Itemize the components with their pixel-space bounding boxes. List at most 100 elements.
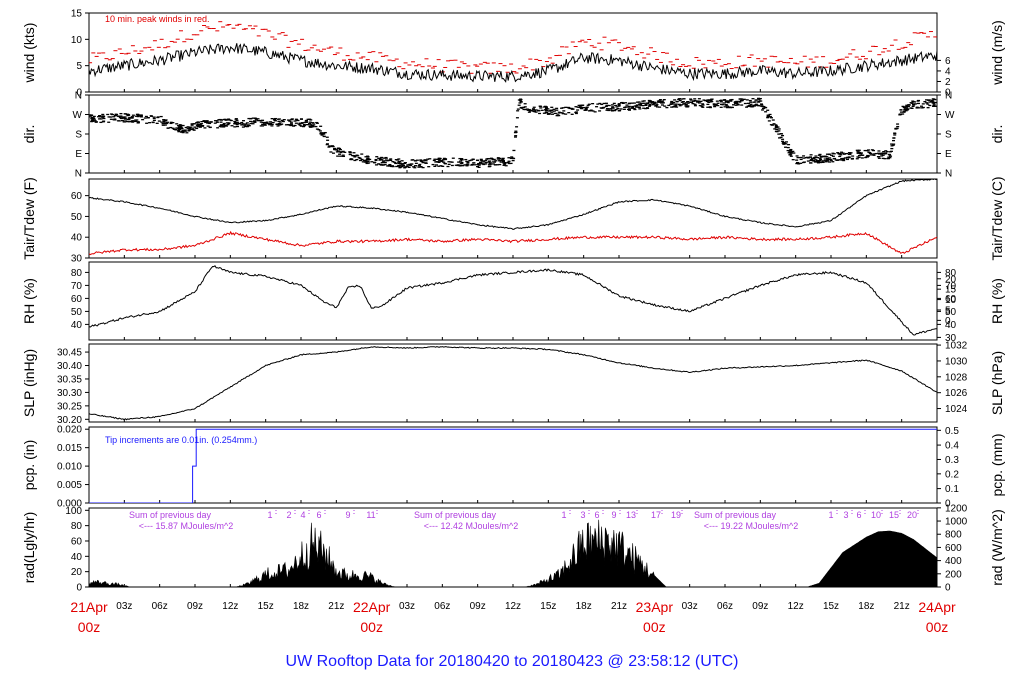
temp-right-tick-label: 0 <box>945 316 951 327</box>
wind-left-tick-label: 10 <box>71 35 83 46</box>
dir-left-tick-label: N <box>75 91 82 102</box>
dir-right-tick-label: N <box>945 91 952 102</box>
temp-right-tick-label: 5 <box>945 305 951 316</box>
temp-right-tick-label: 10 <box>945 295 957 306</box>
x-tick-label: 21z <box>611 601 627 612</box>
x-tick-label: 21z <box>328 601 344 612</box>
rad-note-header: Sum of previous day <box>694 510 777 520</box>
sun-hour-label: 10 <box>871 510 881 520</box>
rad-note-value: <--- 19.22 MJoules/m^2 <box>704 521 799 531</box>
temp-left-tick-label: 60 <box>71 191 83 202</box>
rad-right-tick-label: 200 <box>945 569 962 580</box>
x-tick-label: 18z <box>576 601 592 612</box>
rad-note-header: Sum of previous day <box>414 510 497 520</box>
pcp-data <box>89 428 937 503</box>
x-tick-label: 12z <box>505 601 521 612</box>
slp-left-tick-label: 30.30 <box>57 388 82 399</box>
rad-right-tick-label: 400 <box>945 556 962 567</box>
sun-hour-label: 9 <box>611 510 616 520</box>
rh-right-tick-label: 70 <box>945 281 957 292</box>
rh-left-tick-label: 60 <box>71 294 83 305</box>
rh-right-tick-label: 80 <box>945 268 957 279</box>
sun-hour-label: 13 <box>626 510 636 520</box>
wind-left-tick-label: 0 <box>76 88 82 99</box>
x-tick-label: 12z <box>788 601 804 612</box>
rh-right-tick-label: 50 <box>945 307 957 318</box>
sun-hour-label: 3 <box>580 510 585 520</box>
sun-hour-label: 6 <box>316 510 321 520</box>
date-label-day: 21Apr <box>70 599 108 615</box>
temp-right-tick-label: 20 <box>945 274 957 285</box>
rad-left-tick-label: 40 <box>71 552 83 563</box>
rh-right-axis-label: RH (%) <box>989 278 1005 324</box>
slp-left-axis-label: SLP (inHg) <box>21 349 37 417</box>
wind-right-tick-label: 6 <box>945 56 951 67</box>
dir-left-tick-label: W <box>73 110 83 121</box>
rad-left-tick-label: 60 <box>71 536 83 547</box>
sun-hour-label: 1 <box>561 510 566 520</box>
dir-data <box>89 97 937 169</box>
slp-frame <box>88 343 938 423</box>
x-tick-label: 03z <box>116 601 132 612</box>
panel-rad: 020406080100020040060080010001200rad(Lgl… <box>21 503 1005 593</box>
temp-frame <box>88 178 938 259</box>
pcp-right-tick-label: 0 <box>945 499 951 510</box>
dir-left-tick-label: S <box>75 130 82 141</box>
rh-right-tick-label: 30 <box>945 333 957 344</box>
slp-line <box>89 346 937 421</box>
pcp-right-axis-label: pcp. (mm) <box>989 434 1005 497</box>
pcp-left-axis-label: pcp. (in) <box>21 440 37 491</box>
slp-left-tick-label: 30.35 <box>57 374 82 385</box>
pcp-right-tick-label: 0.2 <box>945 469 959 480</box>
rh-left-axis-label: RH (%) <box>21 278 37 324</box>
wind-right-tick-label: 0 <box>945 88 951 99</box>
pcp-right-tick-label: 0.1 <box>945 484 959 495</box>
wind-left-axis-label: wind (kts) <box>21 23 37 84</box>
x-tick-label: 03z <box>399 601 415 612</box>
x-tick-label: 12z <box>222 601 238 612</box>
tdew-line <box>89 230 937 256</box>
dir-left-tick-label: E <box>75 149 82 160</box>
x-tick-label: 15z <box>540 601 556 612</box>
x-tick-label: 18z <box>858 601 874 612</box>
pcp-annotation: Tip increments are 0.01in. (0.254mm.) <box>105 435 257 445</box>
rh-line <box>89 265 937 336</box>
rad-right-axis-label: rad (W/m^2) <box>989 509 1005 586</box>
x-tick-label: 09z <box>752 601 768 612</box>
slp-data <box>89 346 937 421</box>
rh-data <box>89 265 937 336</box>
x-tick-label: 06z <box>434 601 450 612</box>
x-axis: 03z 06z 09z 12z 15z 18z 21z 03z 06z 09z 12z 15z 18z 2… <box>70 599 956 635</box>
rh-right-tick-label: 40 <box>945 320 957 331</box>
sun-hour-label: 3 <box>843 510 848 520</box>
dir-right-axis-label: dir. <box>989 125 1005 144</box>
wind-right-tick-label: 2 <box>945 77 951 88</box>
precip-line <box>89 428 937 503</box>
rh-right-tick-label: 60 <box>945 294 957 305</box>
wind-right-tick-label: 4 <box>945 66 951 77</box>
date-label-day: 24Apr <box>918 599 956 615</box>
rad-right-tick-label: 1000 <box>945 517 968 528</box>
slp-right-axis-label: SLP (hPa) <box>989 351 1005 415</box>
dir-left-axis-label: dir. <box>21 125 37 144</box>
temp-left-axis-label: Tair/Tdew (F) <box>21 177 37 259</box>
slp-left-tick-label: 30.25 <box>57 401 82 412</box>
rh-left-tick-label: 50 <box>71 307 83 318</box>
rad-data <box>89 519 937 587</box>
slp-right-tick-label: 1028 <box>945 372 968 383</box>
dir-right-tick-label: W <box>945 110 955 121</box>
x-tick-label: 15z <box>823 601 839 612</box>
wind-right-axis-label: wind (m/s) <box>989 20 1005 86</box>
radiation-area <box>89 519 937 587</box>
sun-hour-label: 9 <box>345 510 350 520</box>
rad-left-axis-label: rad(Lgly/hr) <box>21 512 37 584</box>
pcp-right-tick-label: 0.3 <box>945 455 959 466</box>
dir-left-tick-label: N <box>75 169 82 180</box>
date-label-day: 22Apr <box>353 599 391 615</box>
wind-left-tick-label: 5 <box>76 61 82 72</box>
pcp-left-tick-label: 0.015 <box>57 443 82 454</box>
slp-left-tick-label: 30.20 <box>57 415 82 426</box>
sun-hour-label: 1 <box>828 510 833 520</box>
